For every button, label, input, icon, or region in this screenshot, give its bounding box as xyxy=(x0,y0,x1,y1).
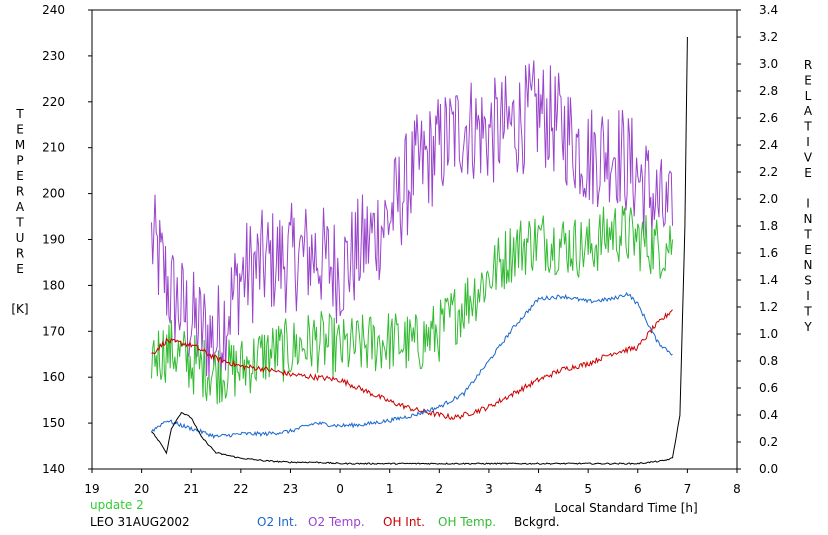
left-label-letter: R xyxy=(16,185,24,199)
x-tick-label: 22 xyxy=(233,482,248,496)
left-tick-label: 150 xyxy=(42,416,65,430)
legend-o2-temp: O2 Temp. xyxy=(308,515,365,529)
legend-oh-int: OH Int. xyxy=(383,515,425,529)
x-tick-label: 21 xyxy=(184,482,199,496)
left-label-letter: T xyxy=(15,107,24,121)
left-tick-label: 230 xyxy=(42,49,65,63)
left-tick-label: 240 xyxy=(42,3,65,17)
left-tick-label: 180 xyxy=(42,278,65,292)
left-tick-label: 140 xyxy=(42,462,65,476)
right-label-letter: E xyxy=(804,166,812,180)
right-label-letter: N xyxy=(804,212,813,226)
left-tick-label: 210 xyxy=(42,141,65,155)
right-tick-label: 1.8 xyxy=(759,219,778,233)
right-tick-label: 3.0 xyxy=(759,57,778,71)
series-o2-temp xyxy=(151,60,673,381)
left-label-letter: U xyxy=(16,231,25,245)
right-label-letter: I xyxy=(806,197,810,211)
left-tick-label: 160 xyxy=(42,370,65,384)
series-bckgrd xyxy=(151,36,688,465)
legend-oh-temp: OH Temp. xyxy=(438,515,496,529)
left-tick-label: 220 xyxy=(42,95,65,109)
right-label-letter: T xyxy=(803,304,812,318)
update-text: update 2 xyxy=(90,498,144,512)
right-tick-label: 2.4 xyxy=(759,138,778,152)
left-label-letter: E xyxy=(16,169,24,183)
left-label-letter: P xyxy=(16,154,23,168)
plot-frame xyxy=(91,9,738,470)
right-label-letter: E xyxy=(804,243,812,257)
right-label-letter: S xyxy=(804,274,812,288)
series-o2-int xyxy=(151,291,673,439)
left-label-letter: E xyxy=(16,123,24,137)
right-label-letter: N xyxy=(804,258,813,272)
right-label-letter: R xyxy=(804,58,812,72)
x-tick-label: 8 xyxy=(733,482,741,496)
x-tick-label: 7 xyxy=(684,482,692,496)
right-tick-label: 2.8 xyxy=(759,84,778,98)
x-tick-label: 6 xyxy=(634,482,642,496)
right-tick-label: 2.6 xyxy=(759,111,778,125)
x-axis-label: Local Standard Time [h] xyxy=(554,501,697,515)
right-tick-label: 3.2 xyxy=(759,30,778,44)
left-label-letter: M xyxy=(15,138,25,152)
x-tick-label: 3 xyxy=(485,482,493,496)
right-tick-label: 0.6 xyxy=(759,381,778,395)
x-tick-label: 0 xyxy=(336,482,344,496)
left-label-letter: T xyxy=(15,216,24,230)
x-tick-label: 19 xyxy=(84,482,99,496)
right-tick-label: 2.0 xyxy=(759,192,778,206)
right-label-letter: A xyxy=(804,104,813,118)
right-tick-label: 0.4 xyxy=(759,408,778,422)
right-tick-label: 1.6 xyxy=(759,246,778,260)
right-tick-label: 0.0 xyxy=(759,462,778,476)
right-tick-label: 2.2 xyxy=(759,165,778,179)
left-tick-label: 190 xyxy=(42,233,65,247)
x-tick-label: 5 xyxy=(584,482,592,496)
left-label-letter: E xyxy=(16,262,24,276)
right-tick-label: 0.8 xyxy=(759,354,778,368)
right-label-letter: E xyxy=(804,73,812,87)
left-label-letter: R xyxy=(16,247,24,261)
left-tick-label: 170 xyxy=(42,324,65,338)
left-tick-label: 200 xyxy=(42,187,65,201)
station-text: LEO 31AUG2002 xyxy=(90,515,190,529)
right-label-letter: Y xyxy=(803,320,812,334)
x-tick-label: 23 xyxy=(283,482,298,496)
right-label-letter: T xyxy=(803,227,812,241)
x-tick-label: 2 xyxy=(435,482,443,496)
legend-o2-int: O2 Int. xyxy=(257,515,298,529)
right-tick-label: 1.4 xyxy=(759,273,778,287)
right-label-letter: L xyxy=(805,89,812,103)
right-tick-label: 1.2 xyxy=(759,300,778,314)
right-tick-label: 3.4 xyxy=(759,3,778,17)
right-label-letter: T xyxy=(803,120,812,134)
x-tick-label: 1 xyxy=(386,482,394,496)
right-label-letter: V xyxy=(804,150,813,164)
series-oh-int xyxy=(151,309,673,421)
x-tick-label: 20 xyxy=(134,482,149,496)
right-label-letter: I xyxy=(806,135,810,149)
left-axis-unit: [K] xyxy=(11,302,28,316)
legend-bckgrd: Bckgrd. xyxy=(514,515,560,529)
right-label-letter: I xyxy=(806,289,810,303)
right-tick-label: 0.2 xyxy=(759,435,778,449)
left-label-letter: A xyxy=(16,200,25,214)
series-oh-temp xyxy=(151,205,673,405)
x-tick-label: 4 xyxy=(535,482,543,496)
right-tick-label: 1.0 xyxy=(759,327,778,341)
